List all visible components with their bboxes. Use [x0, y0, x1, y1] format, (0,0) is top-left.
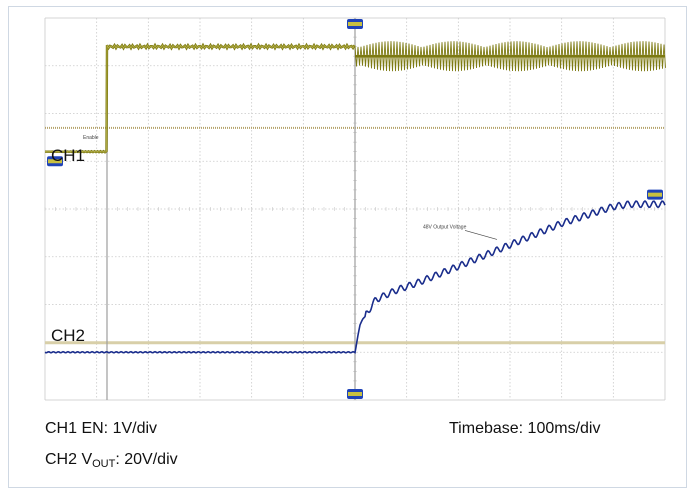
ch1-trace-highlight: [44, 44, 355, 153]
traces: [44, 41, 666, 354]
ch2-trace-tag-leader: [464, 230, 498, 240]
ch1-trace-tag: Enable: [83, 135, 99, 141]
trace-tags: Enable 48V Output Voltage: [83, 135, 498, 240]
ch1-level-marker-yellow: [48, 159, 62, 164]
trigger-marker-bottom-yellow: [348, 392, 362, 396]
legend-ch2-suffix: : 20V/div: [115, 451, 178, 468]
ch1-trace-oscillation: [354, 41, 666, 72]
legend-ch2: CH2 VOUT: 20V/div: [45, 452, 178, 470]
legend-ch2-prefix: CH2 V: [45, 451, 93, 468]
figure-frame: [8, 6, 687, 488]
legend-ch1: CH1 EN: 1V/div: [45, 420, 158, 437]
ch2-trace: [44, 200, 666, 354]
legend-timebase: Timebase: 100ms/div: [449, 420, 601, 437]
channel-markers: [47, 19, 663, 399]
scope-display: Enable 48V Output Voltage: [44, 17, 666, 401]
ch2-trace-tag: 48V Output Voltage: [423, 224, 467, 230]
trigger-marker-top-yellow: [348, 22, 362, 26]
legend-ch2-sub: OUT: [92, 458, 116, 470]
ch1-label: CH1: [51, 146, 86, 165]
grid: [44, 17, 666, 401]
ch2-label: CH2: [51, 326, 86, 345]
ch2-level-marker-yellow: [648, 192, 662, 197]
